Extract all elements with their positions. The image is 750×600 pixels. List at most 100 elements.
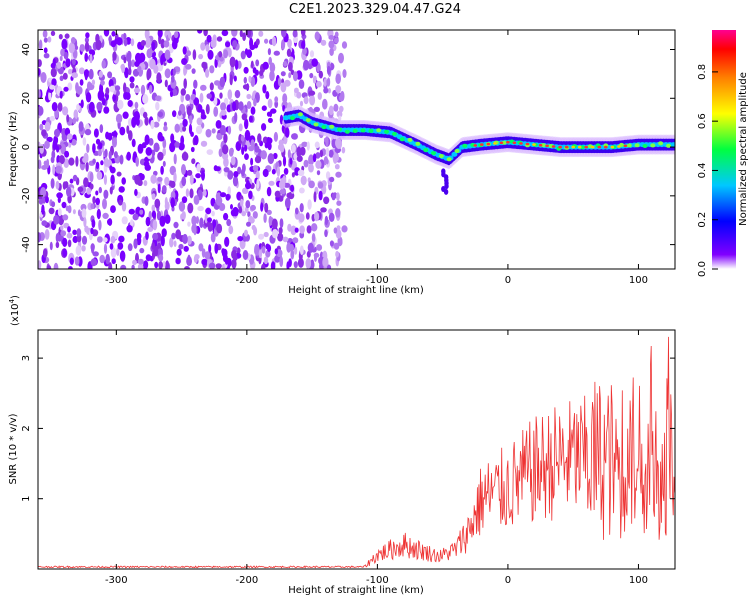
noise-blob <box>255 38 260 46</box>
colorbar-gradient <box>712 30 736 269</box>
noise-blob <box>157 131 163 142</box>
noise-blob <box>244 118 249 130</box>
signal-core <box>451 151 458 157</box>
noise-blob <box>140 173 145 181</box>
noise-blob <box>254 145 260 153</box>
noise-blob <box>253 98 257 107</box>
noise-blob <box>201 248 206 258</box>
noise-blob <box>162 260 166 268</box>
noise-blob <box>51 201 56 208</box>
noise-blob <box>85 161 89 172</box>
noise-blob <box>266 209 272 215</box>
noise-blob <box>296 91 302 99</box>
noise-blob <box>180 93 184 103</box>
noise-blob <box>103 106 110 114</box>
noise-blob <box>193 79 198 89</box>
noise-blob <box>61 38 68 50</box>
noise-blob <box>187 235 192 245</box>
noise-blob <box>43 53 50 59</box>
signal-peak <box>297 112 303 117</box>
noise-blob <box>292 237 299 244</box>
noise-blob <box>60 48 65 57</box>
noise-blob <box>250 157 254 166</box>
noise-blob <box>291 133 298 140</box>
noise-blob <box>181 196 188 204</box>
noise-blob <box>232 40 238 48</box>
signal-peak <box>337 127 342 132</box>
noise-blob <box>227 170 234 180</box>
noise-blob <box>52 139 58 151</box>
noise-blob <box>196 117 203 126</box>
noise-blob <box>334 37 339 44</box>
noise-blob <box>207 49 214 60</box>
noise-blob <box>227 125 232 135</box>
noise-blob <box>223 212 229 221</box>
snr-frame <box>37 329 676 570</box>
noise-blob <box>53 262 59 269</box>
noise-blob <box>335 85 342 94</box>
noise-blob <box>303 96 309 105</box>
noise-blob <box>139 209 144 215</box>
signal-peak <box>329 124 335 129</box>
noise-blob <box>151 193 156 200</box>
noise-blob <box>328 40 335 49</box>
noise-blob <box>246 180 250 189</box>
noise-blob <box>239 30 243 38</box>
noise-blob <box>299 100 304 107</box>
noise-blob <box>299 245 304 255</box>
noise-blob <box>144 30 150 40</box>
signal-peak <box>352 129 358 133</box>
noise-blob <box>240 134 245 142</box>
noise-blob <box>105 87 110 95</box>
noise-blob <box>338 52 344 64</box>
noise-blob <box>163 125 168 132</box>
noise-blob <box>308 90 316 96</box>
noise-blob <box>137 263 144 269</box>
noise-blob <box>278 139 284 146</box>
noise-blob <box>143 260 149 269</box>
signal-peak <box>407 137 413 142</box>
noise-blob <box>46 158 50 169</box>
noise-blob <box>186 50 192 57</box>
noise-blob <box>274 248 278 255</box>
noise-blob <box>262 168 269 178</box>
noise-blob <box>86 143 90 153</box>
signal-max <box>512 141 517 145</box>
noise-blob <box>311 223 318 232</box>
noise-blob <box>174 31 179 39</box>
noise-blob <box>189 188 194 199</box>
noise-blob <box>199 217 204 229</box>
noise-blob <box>335 138 343 150</box>
noise-blob <box>51 102 58 112</box>
noise-blob <box>191 215 197 226</box>
noise-blob <box>163 121 167 127</box>
noise-blob <box>109 186 113 195</box>
noise-blob <box>178 201 186 212</box>
noise-blob <box>210 232 216 243</box>
noise-blob <box>290 184 295 192</box>
noise-blob <box>258 233 265 240</box>
noise-blob <box>252 165 259 172</box>
x-tick-label: -200 <box>236 275 259 286</box>
noise-blob <box>230 209 237 217</box>
noise-blob <box>41 129 47 137</box>
signal-max <box>584 145 588 149</box>
noise-blob <box>312 153 317 163</box>
noise-blob <box>294 246 298 255</box>
noise-blob <box>96 171 103 181</box>
noise-blob <box>56 192 63 199</box>
noise-blob <box>219 92 223 99</box>
noise-blob <box>81 235 88 245</box>
noise-blob <box>252 211 258 219</box>
noise-blob <box>198 53 204 60</box>
noise-blob <box>121 63 126 74</box>
noise-blob <box>264 38 269 44</box>
signal-max <box>610 145 615 149</box>
noise-blob <box>221 248 225 255</box>
signal-tail <box>443 188 449 195</box>
noise-blob <box>67 82 73 91</box>
noise-blob <box>110 174 115 185</box>
noise-blob <box>213 96 218 106</box>
noise-blob <box>103 189 109 199</box>
snr-scale-label: (x104) <box>8 295 21 326</box>
